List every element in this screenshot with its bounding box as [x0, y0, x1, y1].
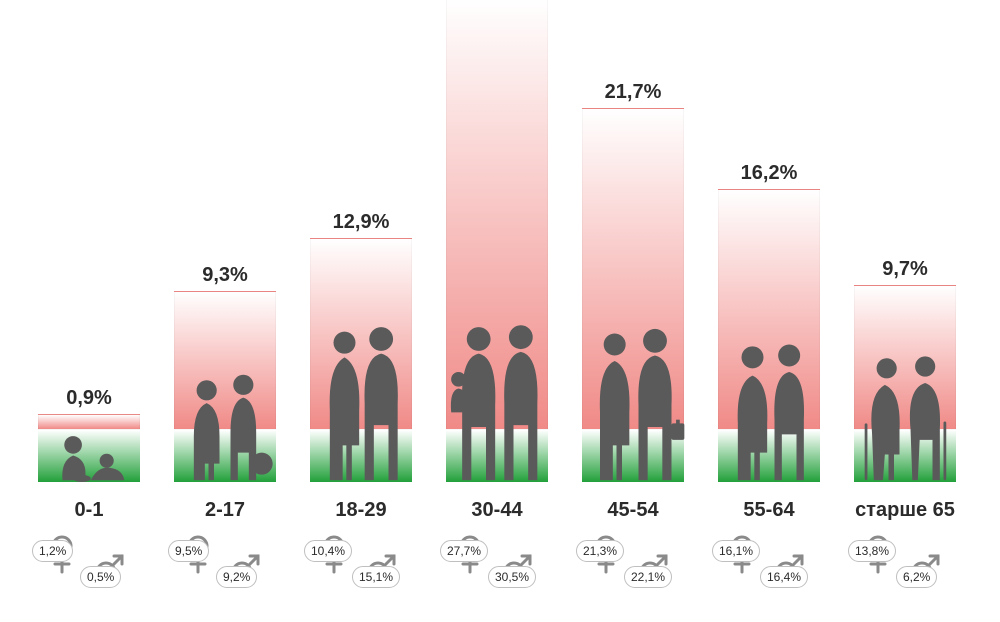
male-percent: 6,2%: [896, 566, 937, 588]
female-percent: 13,8%: [848, 540, 896, 562]
chart-column-age_55_64: 16,2% 55-64 16,1%16,4%: [714, 0, 824, 622]
silhouette-adults_45-icon: [578, 314, 688, 482]
gender-breakdown: 16,1%16,4%: [714, 534, 824, 594]
chart-column-age_45_54: 21,7% 45-54 21,3%22,1%: [578, 0, 688, 622]
value-label: 21,7%: [578, 81, 688, 104]
chart-column-age_0_1: 0,9% 0-1 1,2% 0,5%: [34, 0, 144, 622]
chart-column-age_18_29: 12,9% 18-29 10,4%15,1%: [306, 0, 416, 622]
female-percent: 16,1%: [712, 540, 760, 562]
female-percent: 1,2%: [32, 540, 73, 562]
value-label: 9,3%: [170, 264, 280, 287]
category-label: 45-54: [578, 499, 688, 522]
value-label: 16,2%: [714, 162, 824, 185]
silhouette-elderly-icon: [850, 334, 960, 482]
male-percent: 0,5%: [80, 566, 121, 588]
category-label: старше 65: [850, 499, 960, 522]
gender-breakdown: 10,4%15,1%: [306, 534, 416, 594]
silhouette-seniors_55-icon: [714, 326, 824, 482]
female-percent: 10,4%: [304, 540, 352, 562]
category-label: 0-1: [34, 499, 144, 522]
gender-breakdown: 27,7%30,5%: [442, 534, 552, 594]
infographic-stage: { "chart": { "type": "bar", "baseline_bo…: [0, 0, 1000, 622]
gender-breakdown: 21,3%22,1%: [578, 534, 688, 594]
male-percent: 16,4%: [760, 566, 808, 588]
female-percent: 21,3%: [576, 540, 624, 562]
female-percent: 9,5%: [168, 540, 209, 562]
male-percent: 22,1%: [624, 566, 672, 588]
category-label: 2-17: [170, 499, 280, 522]
gender-breakdown: 13,8%6,2%: [850, 534, 960, 594]
category-label: 55-64: [714, 499, 824, 522]
silhouette-infant-icon: [34, 420, 144, 482]
gender-breakdown: 9,5% 9,2%: [170, 534, 280, 594]
category-label: 30-44: [442, 499, 552, 522]
value-label: 9,7%: [850, 258, 960, 281]
chart-column-age_65_plus: 9,7% старше 65 13,8%6,2%: [850, 0, 960, 622]
male-percent: 30,5%: [488, 566, 536, 588]
silhouette-adults_30-icon: [442, 310, 552, 482]
chart-column-age_2_17: 9,3% 2-17 9,5% 9,2%: [170, 0, 280, 622]
value-label: 12,9%: [306, 211, 416, 234]
category-label: 18-29: [306, 499, 416, 522]
age-distribution-chart: 0,9% 0-1 1,2% 0,5% 9,3% 2-17 9,5% 9,2% 12,9% 18-2…: [0, 0, 1000, 622]
chart-column-age_30_44: 29,2%30-4427,7%30,5%: [442, 0, 552, 622]
male-percent: 9,2%: [216, 566, 257, 588]
silhouette-young_adults-icon: [306, 312, 416, 482]
female-percent: 27,7%: [440, 540, 488, 562]
male-percent: 15,1%: [352, 566, 400, 588]
value-label: 0,9%: [34, 387, 144, 410]
gender-breakdown: 1,2% 0,5%: [34, 534, 144, 594]
silhouette-children-icon: [170, 364, 280, 482]
